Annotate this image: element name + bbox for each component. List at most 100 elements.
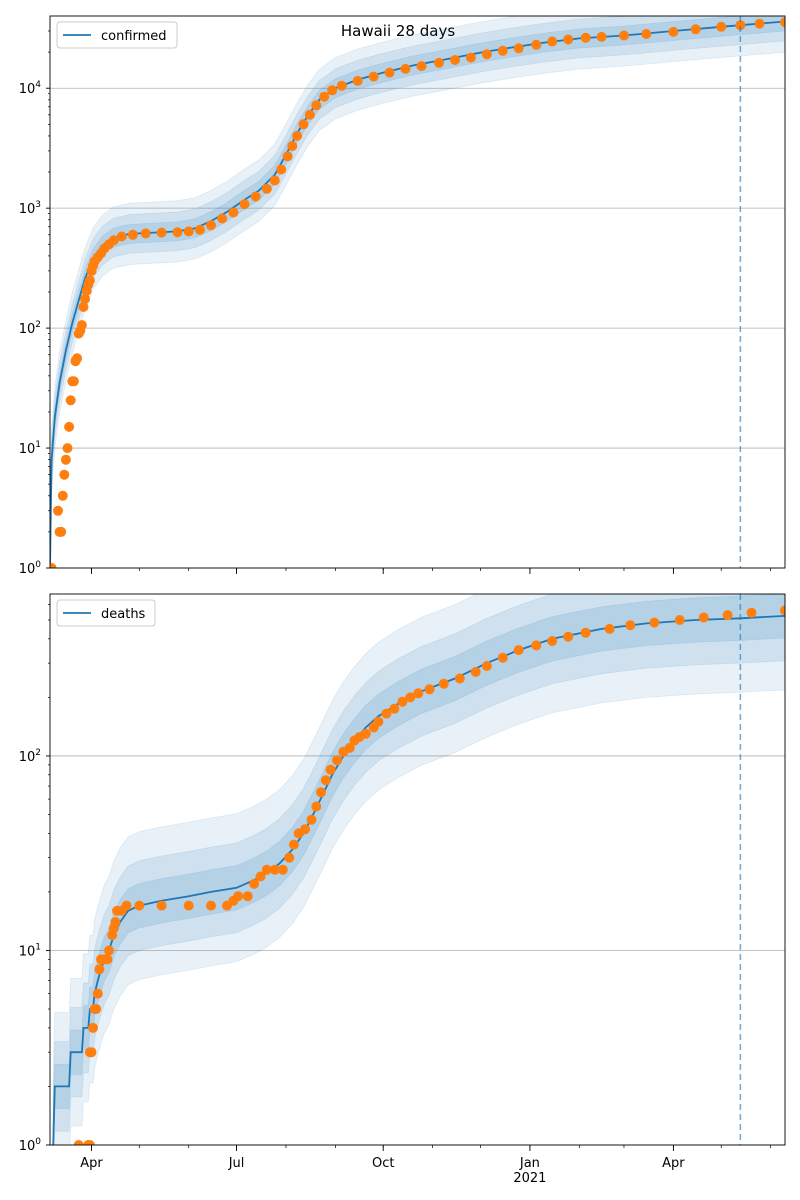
- observed-point: [434, 57, 444, 68]
- observed-point: [53, 505, 63, 516]
- uncertainty-band: [52, 594, 785, 1145]
- observed-point: [563, 34, 574, 45]
- observed-point: [352, 75, 363, 86]
- observed-point: [332, 755, 342, 766]
- observed-point: [547, 636, 558, 646]
- observed-point: [288, 839, 299, 850]
- x-tick-label: Jul: [228, 1156, 245, 1171]
- y-tick-exp: 2: [35, 320, 41, 330]
- observed-point: [311, 100, 322, 111]
- observed-point: [108, 235, 119, 246]
- observed-point: [780, 605, 785, 616]
- y-tick-label: 102: [19, 320, 41, 337]
- observed-point: [194, 224, 205, 235]
- x-tick-year: 2021: [513, 1171, 546, 1186]
- observed-point: [698, 612, 709, 623]
- observed-point: [59, 469, 70, 480]
- y-tick-exp: 3: [35, 200, 41, 210]
- y-tick-exp: 0: [35, 1137, 41, 1147]
- observed-point: [327, 85, 338, 96]
- observed-point: [368, 71, 379, 82]
- y-tick-label: 100: [19, 1137, 42, 1154]
- y-tick-base: 10: [19, 562, 36, 577]
- observed-point: [80, 294, 91, 304]
- observed-point: [250, 191, 261, 202]
- x-tick-label: Jan: [519, 1156, 540, 1171]
- y-tick-exp: 1: [35, 440, 41, 450]
- observed-point: [104, 945, 114, 956]
- observed-point: [73, 1140, 84, 1145]
- observed-point: [300, 824, 311, 835]
- y-tick-base: 10: [19, 322, 36, 337]
- observed-point: [531, 640, 542, 651]
- observed-point: [261, 183, 272, 194]
- observed-point: [68, 376, 79, 387]
- axes-frame: [49, 15, 786, 569]
- observed-point: [134, 900, 145, 911]
- observed-point: [416, 61, 427, 72]
- x-tick-label: Apr: [662, 1156, 685, 1171]
- observed-point: [269, 864, 280, 875]
- plot-area: [52, 594, 785, 1145]
- observed-point: [306, 814, 317, 825]
- observed-point: [481, 49, 492, 60]
- axes-frame: [49, 593, 786, 1146]
- observed-point: [754, 18, 765, 29]
- observed-point: [580, 32, 591, 43]
- observed-point: [261, 864, 272, 875]
- observed-point: [116, 231, 127, 242]
- y-tick-label: 101: [19, 942, 41, 959]
- observed-point: [325, 764, 336, 775]
- plot-area: [50, 16, 785, 568]
- observed-point: [405, 692, 416, 703]
- legend: confirmed: [56, 21, 178, 49]
- observed-point: [400, 63, 411, 74]
- observed-point: [206, 220, 216, 231]
- observed-point: [384, 67, 395, 78]
- observed-point: [438, 678, 449, 689]
- observed-point: [86, 1047, 97, 1058]
- y-tick-label: 101: [19, 440, 41, 457]
- observed-point: [242, 891, 253, 902]
- y-tick-label: 102: [19, 748, 41, 765]
- observed-point: [287, 141, 298, 151]
- observed-point: [183, 226, 194, 237]
- observed-point: [531, 39, 542, 50]
- observed-point: [625, 620, 636, 631]
- observed-point: [481, 661, 492, 671]
- observed-point: [344, 742, 355, 753]
- observed-point: [304, 109, 315, 120]
- observed-point: [91, 1004, 102, 1014]
- y-tick-exp: 1: [35, 942, 41, 952]
- uncertainty-band: [50, 16, 785, 568]
- uncertainty-band: [52, 594, 785, 1145]
- observed-point: [276, 164, 287, 175]
- observed-point: [239, 199, 250, 210]
- observed-point: [316, 787, 326, 798]
- observed-point: [76, 320, 87, 331]
- y-tick-label: 103: [19, 200, 41, 217]
- uncertainty-band: [52, 594, 785, 1145]
- observed-point: [72, 353, 83, 364]
- observed-point: [465, 52, 476, 63]
- observed-point: [233, 891, 244, 902]
- y-tick-base: 10: [19, 442, 36, 457]
- y-tick-exp: 0: [35, 560, 41, 570]
- y-tick-exp: 4: [35, 80, 41, 90]
- observed-point: [172, 227, 183, 238]
- observed-point: [470, 667, 481, 677]
- observed-point: [65, 395, 76, 406]
- uncertainty-band: [50, 16, 785, 568]
- legend-label: confirmed: [101, 29, 167, 44]
- observed-point: [780, 17, 785, 28]
- observed-point: [277, 864, 288, 875]
- y-tick-base: 10: [19, 202, 36, 217]
- observed-point: [156, 227, 167, 238]
- observed-point: [649, 617, 660, 628]
- figure-title: Hawaii 28 days: [341, 22, 455, 40]
- y-tick-exp: 2: [35, 748, 41, 758]
- observed-point: [206, 900, 216, 911]
- legend: deaths: [56, 599, 156, 627]
